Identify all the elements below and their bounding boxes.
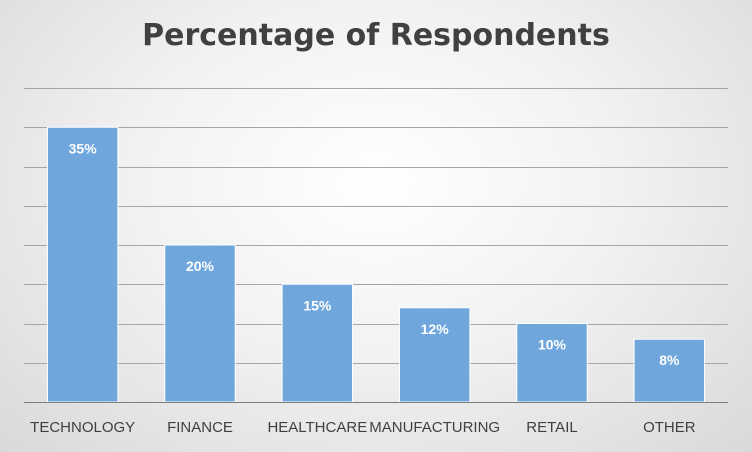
bar-technology bbox=[46, 126, 119, 403]
x-tick-label-manufacturing: MANUFACTURING bbox=[369, 419, 500, 436]
data-labels: 35% 20% 15% 12% 10% 8% bbox=[69, 140, 680, 368]
bar-finance bbox=[164, 244, 236, 403]
x-tick-label-finance: FINANCE bbox=[167, 419, 233, 436]
bar-retail bbox=[516, 323, 588, 403]
x-tick-labels: TECHNOLOGY FINANCE HEALTHCARE MANUFACTURING… bbox=[30, 419, 696, 436]
bar-other bbox=[633, 338, 706, 403]
bar-healthcare bbox=[281, 283, 354, 403]
data-label-finance: 20% bbox=[186, 258, 215, 274]
data-label-healthcare: 15% bbox=[303, 297, 332, 313]
x-tick-label-retail: RETAIL bbox=[526, 419, 577, 436]
x-tick-label-healthcare: HEALTHCARE bbox=[267, 419, 367, 436]
x-tick-label-other: OTHER bbox=[643, 419, 696, 436]
data-label-other: 8% bbox=[659, 352, 680, 368]
data-label-manufacturing: 12% bbox=[421, 321, 450, 337]
chart-title: Percentage of Respondents bbox=[142, 18, 610, 53]
bars bbox=[46, 126, 706, 403]
bar-manufacturing bbox=[398, 307, 471, 403]
gridlines bbox=[24, 88, 728, 364]
data-label-technology: 35% bbox=[69, 140, 98, 156]
x-tick-label-technology: TECHNOLOGY bbox=[30, 419, 135, 436]
data-label-retail: 10% bbox=[538, 337, 567, 353]
